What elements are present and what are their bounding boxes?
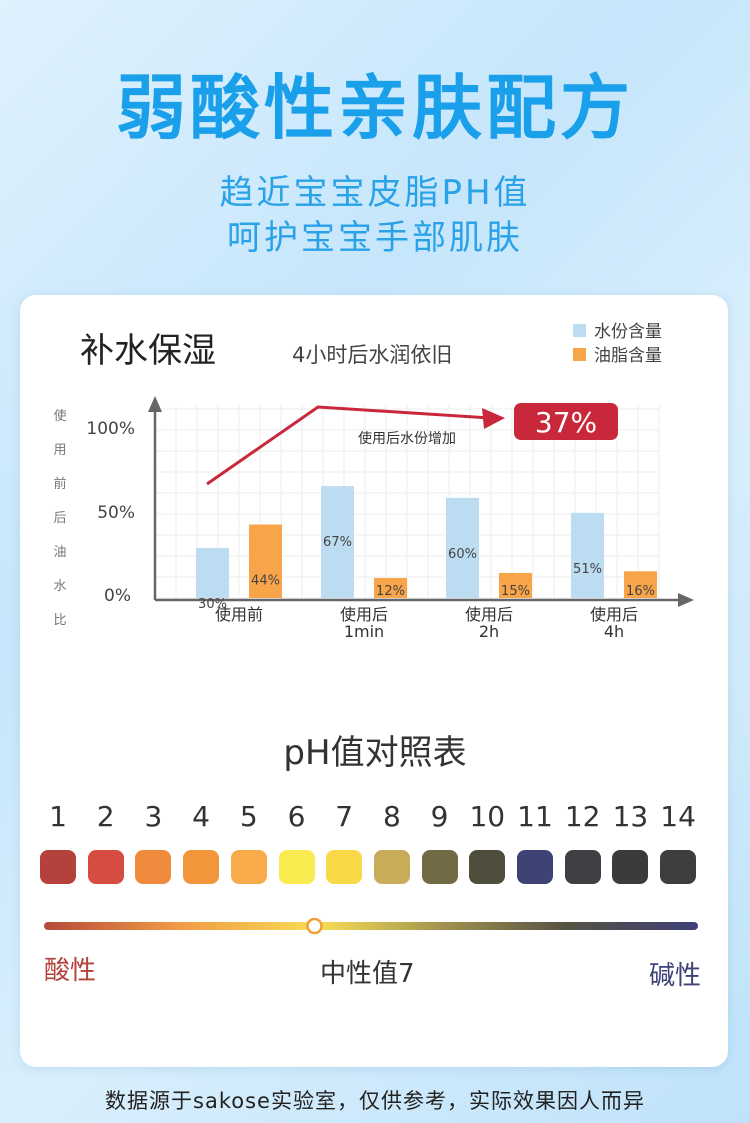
ph-swatch — [230, 850, 267, 884]
ph-swatch — [612, 850, 649, 884]
ph-number: 6 — [287, 800, 306, 833]
legend-label-water: 水份含量 — [594, 322, 662, 342]
highlight-badge — [514, 403, 618, 440]
y-tick-50: 50% — [97, 503, 135, 523]
highlight-value: 37% — [535, 406, 597, 439]
legend-swatch-oil — [573, 348, 586, 361]
ph-number: 12 — [564, 800, 601, 833]
page-title: 弱酸性亲肤配方 — [116, 67, 634, 149]
ph-number: 1 — [49, 800, 67, 833]
annotation-text: 使用后水份增加 — [358, 430, 456, 447]
ph-number: 8 — [382, 800, 401, 833]
bar-label-water: 60% — [448, 547, 477, 562]
bar-water — [196, 547, 229, 598]
ph-number: 7 — [335, 800, 354, 833]
ph-swatch — [564, 850, 601, 884]
y-label-char: 比 — [53, 613, 66, 628]
footer-disclaimer: 数据源于sakose实验室，仅供参考，实际效果因人而异 — [105, 1089, 645, 1113]
bar-label-oil: 16% — [626, 584, 655, 599]
subtitle-line-1: 趋近宝宝皮脂PH值 — [219, 173, 531, 213]
acid-label: 酸性 — [44, 956, 97, 986]
neutral-label: 中性值7 — [320, 959, 415, 989]
ph-number: 14 — [660, 800, 696, 833]
alkaline-label: 碱性 — [649, 961, 702, 991]
y-label-char: 油 — [53, 545, 66, 560]
ph-swatch — [421, 850, 458, 884]
x-tick-label: 4h — [604, 622, 624, 641]
trend-arrow-line — [206, 405, 491, 486]
ph-swatch — [40, 850, 76, 884]
bar-label-water: 30% — [198, 597, 227, 612]
ph-swatch — [278, 850, 315, 884]
y-label-char: 前 — [53, 476, 66, 492]
ph-swatch — [87, 850, 124, 884]
ph-swatch — [135, 850, 172, 884]
ph-gradient — [44, 922, 698, 930]
ph-swatch — [373, 850, 410, 884]
ph-number: 10 — [469, 800, 506, 833]
x-axis-arrow — [678, 593, 694, 607]
chart-title: 补水保湿 — [80, 331, 216, 371]
ph-number: 2 — [96, 800, 115, 833]
bar-water — [571, 512, 604, 598]
ph-swatch — [183, 850, 220, 884]
bar-water — [321, 486, 354, 598]
chart-bars: 30% 44% 67% 12% 60% 15% 51% 16% — [196, 486, 657, 612]
bar-oil — [249, 524, 282, 598]
ph-table-title: pH值对照表 — [283, 733, 467, 773]
x-tick-label: 使用后 — [465, 605, 513, 624]
trend-arrow-head — [482, 408, 505, 429]
ph-number: 4 — [192, 800, 210, 833]
legend-swatch-water — [573, 324, 586, 337]
ph-number: 13 — [612, 800, 649, 833]
y-tick-100: 100% — [86, 419, 135, 439]
ph-number: 9 — [430, 800, 449, 833]
bar-label-oil: 12% — [376, 584, 405, 599]
bar-oil — [624, 571, 657, 598]
legend-label-oil: 油脂含量 — [594, 346, 662, 366]
bar-oil — [374, 577, 407, 598]
ph-number: 11 — [517, 800, 553, 833]
x-tick-label: 使用后 — [590, 605, 638, 624]
x-tick-label: 1min — [344, 622, 384, 641]
bar-label-oil: 44% — [251, 574, 280, 589]
neutral-marker — [306, 917, 323, 935]
bar-label-oil: 15% — [501, 584, 530, 599]
ph-gradient-bar — [44, 917, 698, 935]
x-tick-label: 使用后 — [340, 605, 388, 624]
y-label-char: 使 — [53, 408, 66, 424]
y-label-char: 用 — [53, 443, 66, 458]
subtitle-line-2: 呵护宝宝手部肌肤 — [227, 218, 523, 258]
y-tick-0: 0% — [104, 586, 131, 606]
ph-number: 5 — [239, 800, 258, 833]
x-tick-label: 2h — [479, 622, 499, 641]
ph-swatch — [326, 850, 363, 884]
bar-label-water: 51% — [573, 562, 602, 577]
y-label-char: 水 — [53, 579, 66, 594]
bar-water — [446, 497, 479, 598]
bar-oil — [499, 572, 532, 598]
y-axis-arrow — [148, 396, 162, 412]
ph-swatch — [469, 850, 506, 884]
ph-swatch — [517, 850, 553, 884]
chart-subtitle: 4小时后水润依旧 — [292, 343, 452, 367]
ph-swatch — [660, 850, 697, 884]
x-tick-label: 使用前 — [215, 605, 263, 624]
ph-number: 3 — [144, 800, 163, 833]
y-label-char: 后 — [53, 511, 66, 526]
bar-label-water: 67% — [323, 535, 352, 550]
